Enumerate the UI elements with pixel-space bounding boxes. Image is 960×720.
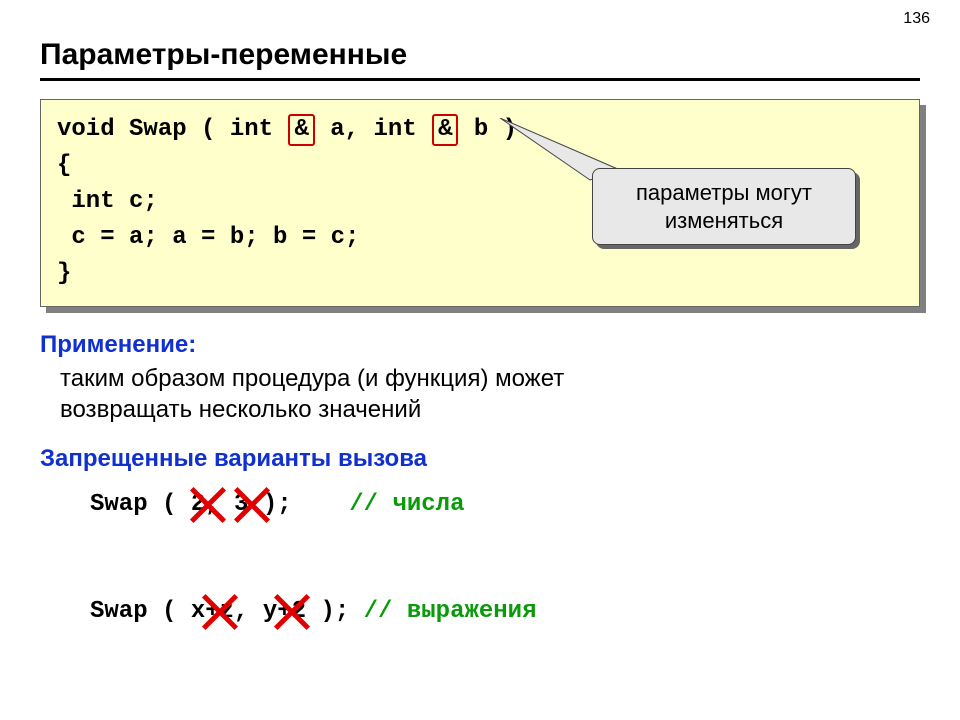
amp-highlight-2: & — [432, 114, 458, 146]
title-underline — [40, 78, 920, 81]
callout-line1: параметры могут — [613, 179, 835, 207]
code-l1a: void Swap ( int — [57, 116, 287, 143]
code-l5: } — [57, 260, 71, 287]
code-l4: c = a; a = b; b = c; — [57, 224, 359, 251]
code-l3: int c; — [57, 188, 158, 215]
usage-label: Применение: — [40, 331, 920, 359]
code-l1b: a, int — [316, 116, 431, 143]
call1-comment: // числа — [349, 491, 464, 518]
callout-line2: изменяться — [613, 207, 835, 235]
page-title: Параметры-переменные — [40, 38, 920, 72]
call1-code: Swap ( 2, 3 ); — [90, 491, 349, 518]
callout-body: параметры могут изменяться — [592, 168, 856, 245]
callout: параметры могут изменяться — [592, 168, 856, 245]
call2-comment: // выражения — [364, 598, 537, 625]
usage-body-l2: возвращать несколько значений — [60, 394, 920, 425]
usage-body: таким образом процедура (и функция) може… — [60, 363, 920, 425]
call2-code: Swap ( x+z, y+2 ); — [90, 598, 364, 625]
usage-body-l1: таким образом процедура (и функция) може… — [60, 363, 920, 394]
code-l2: { — [57, 152, 71, 179]
amp-highlight-1: & — [288, 114, 314, 146]
page-number: 136 — [903, 10, 930, 28]
forbidden-call-1: Swap ( 2, 3 ); // числа — [90, 491, 920, 572]
forbidden-label: Запрещенные варианты вызова — [40, 445, 920, 473]
forbidden-call-2: Swap ( x+z, y+2 ); // выражения — [90, 598, 920, 679]
